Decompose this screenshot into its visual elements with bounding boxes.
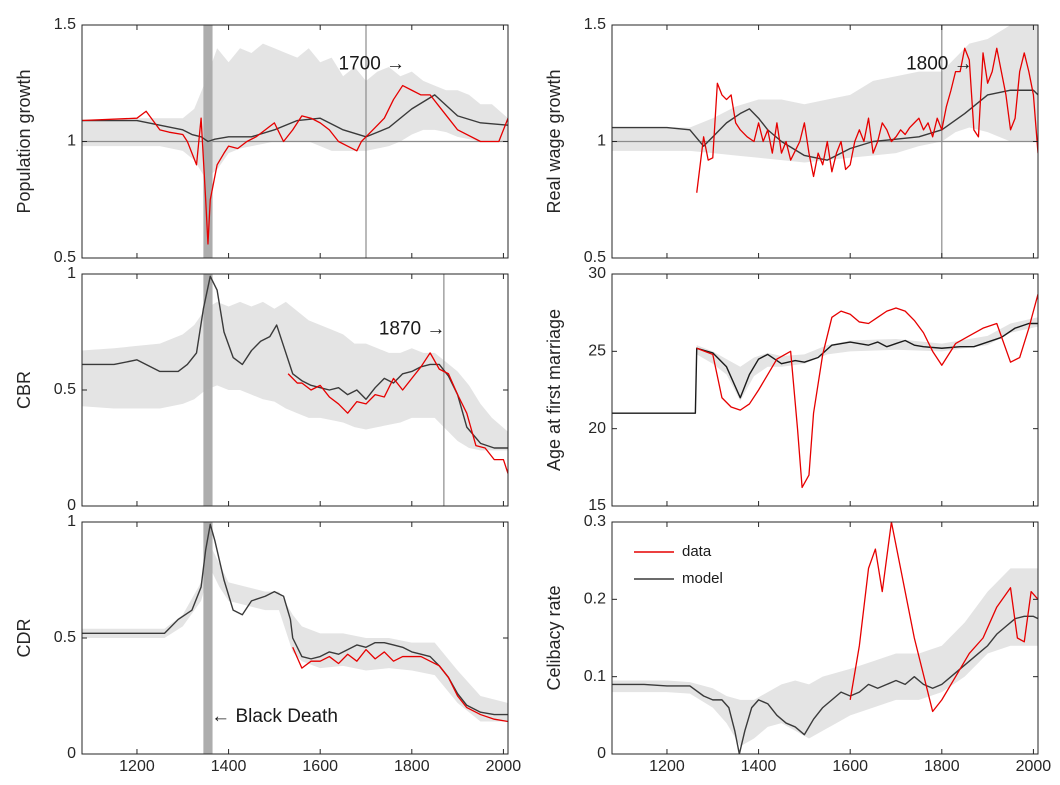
x-tick-label: 1800 bbox=[924, 758, 960, 775]
x-tick-label: 1600 bbox=[832, 758, 868, 775]
axes-frame bbox=[611, 521, 1039, 755]
legend-label-model: model bbox=[682, 570, 723, 587]
annotation-text: 1700 → bbox=[339, 54, 406, 75]
y-axis-label: Age at first marriage bbox=[544, 309, 564, 471]
panel-cbr: 0 0.5 1 CBR 1870 → bbox=[14, 265, 509, 514]
black-death-shade bbox=[203, 522, 213, 754]
confidence-band bbox=[696, 317, 1038, 401]
y-tick-label: 1 bbox=[597, 133, 606, 150]
y-tick-label: 1.5 bbox=[584, 16, 606, 33]
series-line-data bbox=[849, 522, 1038, 713]
plot-area bbox=[82, 274, 508, 506]
panel-cdr: 0 0.5 1 1200 1400 1600 1800 2000 CDR ← Black Deat… bbox=[14, 513, 521, 775]
y-tick-label: 0 bbox=[67, 745, 76, 762]
annotation-text: 1870 → bbox=[379, 319, 446, 340]
y-tick-label: 0 bbox=[67, 497, 76, 514]
y-axis-label: CDR bbox=[14, 619, 34, 658]
panel-population: 0.5 1 1.5 Population growth 1700 → bbox=[14, 16, 509, 266]
x-tick-label: 1800 bbox=[394, 758, 430, 775]
series-line-model bbox=[82, 94, 508, 143]
x-tick-label: 2000 bbox=[486, 758, 522, 775]
x-tick-label: 2000 bbox=[1016, 758, 1052, 775]
series-line-data bbox=[287, 352, 508, 474]
plot-area bbox=[612, 25, 1038, 258]
series-line-model bbox=[82, 523, 508, 716]
axes-frame bbox=[611, 273, 1039, 507]
y-tick-label: 0.5 bbox=[584, 249, 606, 266]
y-tick-label: 0.1 bbox=[584, 668, 606, 685]
y-tick-label: 1 bbox=[67, 265, 76, 282]
plot-area bbox=[612, 522, 1038, 754]
plot-area bbox=[612, 293, 1038, 489]
panel-marriage: 15 20 25 30 Age at first marriage bbox=[544, 265, 1039, 514]
y-tick-label: 1.5 bbox=[54, 16, 76, 33]
series-line-data bbox=[696, 293, 1038, 489]
x-tick-label: 1200 bbox=[119, 758, 155, 775]
series-line-model bbox=[82, 275, 508, 449]
x-tick-label: 1200 bbox=[649, 758, 685, 775]
y-tick-label: 25 bbox=[588, 343, 606, 360]
x-tick-label: 1400 bbox=[741, 758, 777, 775]
y-axis-label: CBR bbox=[14, 371, 34, 409]
series-line-data bbox=[696, 47, 1038, 193]
confidence-band bbox=[82, 545, 508, 722]
confidence-band bbox=[612, 568, 1038, 747]
panel-wage: 0.5 1 1.5 Real wage growth 1800 → bbox=[544, 16, 1039, 266]
y-tick-label: 0.5 bbox=[54, 629, 76, 646]
y-tick-label: 15 bbox=[588, 497, 606, 514]
y-tick-label: 0 bbox=[597, 745, 606, 762]
y-axis-label: Real wage growth bbox=[544, 69, 564, 213]
y-axis-label: Population growth bbox=[14, 69, 34, 213]
y-tick-label: 0.5 bbox=[54, 381, 76, 398]
annotation-text: 1800 → bbox=[906, 54, 973, 75]
series-line-data bbox=[82, 84, 508, 245]
y-tick-label: 30 bbox=[588, 265, 606, 282]
series-line-model bbox=[612, 89, 1038, 161]
plot-area bbox=[82, 25, 508, 258]
legend-label-data: data bbox=[682, 543, 712, 560]
y-tick-label: 1 bbox=[67, 133, 76, 150]
plot-area bbox=[82, 522, 508, 754]
series-line-model bbox=[612, 322, 1038, 414]
y-tick-label: 0.2 bbox=[584, 591, 606, 608]
legend: data model bbox=[634, 543, 723, 587]
confidence-band bbox=[612, 25, 1038, 163]
series-line-model bbox=[612, 615, 1038, 754]
y-tick-label: 0.5 bbox=[54, 249, 76, 266]
annotation-text: ← Black Death bbox=[211, 706, 338, 727]
series-line-data bbox=[292, 647, 508, 723]
y-tick-label: 1 bbox=[67, 513, 76, 530]
y-tick-label: 20 bbox=[588, 420, 606, 437]
x-tick-label: 1400 bbox=[211, 758, 247, 775]
x-tick-label: 1600 bbox=[302, 758, 338, 775]
y-axis-label: Celibacy rate bbox=[544, 585, 564, 690]
panel-celibacy: 0 0.1 0.2 0.3 1200 1400 1600 1800 2000 Celibacy r… bbox=[544, 513, 1051, 775]
black-death-shade bbox=[203, 274, 213, 506]
y-tick-label: 0.3 bbox=[584, 513, 606, 530]
